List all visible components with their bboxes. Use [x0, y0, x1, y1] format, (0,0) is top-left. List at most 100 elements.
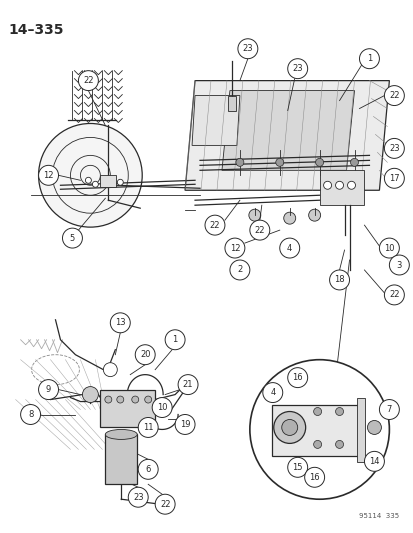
- Circle shape: [287, 59, 307, 79]
- Circle shape: [313, 408, 321, 416]
- Text: 22: 22: [209, 221, 220, 230]
- Text: 11: 11: [142, 423, 153, 432]
- Text: 20: 20: [140, 350, 150, 359]
- Text: 23: 23: [292, 64, 302, 73]
- Circle shape: [335, 181, 343, 189]
- Text: 7: 7: [386, 405, 391, 414]
- Circle shape: [335, 440, 343, 448]
- Circle shape: [131, 396, 138, 403]
- Text: 19: 19: [179, 420, 190, 429]
- Circle shape: [335, 408, 343, 416]
- Circle shape: [262, 383, 282, 402]
- Text: 6: 6: [145, 465, 150, 474]
- Circle shape: [249, 360, 389, 499]
- Circle shape: [283, 212, 295, 224]
- Bar: [228, 95, 235, 110]
- Circle shape: [384, 285, 404, 305]
- Circle shape: [117, 179, 123, 185]
- Circle shape: [235, 158, 243, 166]
- Text: 3: 3: [396, 261, 401, 270]
- Text: 4: 4: [270, 388, 275, 397]
- Circle shape: [21, 405, 40, 424]
- Circle shape: [78, 71, 98, 91]
- Circle shape: [367, 421, 380, 434]
- Circle shape: [204, 215, 224, 235]
- Text: 15: 15: [292, 463, 302, 472]
- Text: 10: 10: [383, 244, 394, 253]
- Text: 4: 4: [286, 244, 292, 253]
- Circle shape: [103, 362, 117, 377]
- Circle shape: [85, 177, 91, 183]
- Text: 5: 5: [70, 233, 75, 243]
- Text: 22: 22: [83, 76, 93, 85]
- Circle shape: [275, 158, 283, 166]
- Circle shape: [323, 181, 331, 189]
- Circle shape: [389, 255, 408, 275]
- Text: 1: 1: [172, 335, 177, 344]
- Circle shape: [279, 238, 299, 258]
- Text: 14–335: 14–335: [9, 23, 64, 37]
- Text: 10: 10: [157, 403, 167, 412]
- Text: 17: 17: [388, 174, 399, 183]
- Circle shape: [313, 440, 321, 448]
- Circle shape: [358, 49, 378, 69]
- Circle shape: [128, 487, 148, 507]
- Circle shape: [155, 494, 175, 514]
- Circle shape: [347, 181, 355, 189]
- Circle shape: [384, 86, 404, 106]
- Circle shape: [135, 345, 155, 365]
- Circle shape: [287, 457, 307, 477]
- Text: 16: 16: [309, 473, 319, 482]
- Circle shape: [237, 39, 257, 59]
- Text: 2: 2: [237, 265, 242, 274]
- Circle shape: [92, 181, 98, 187]
- Text: 23: 23: [388, 144, 399, 153]
- Circle shape: [38, 379, 58, 400]
- Bar: [100, 390, 155, 427]
- Circle shape: [315, 158, 323, 166]
- Circle shape: [38, 124, 142, 227]
- Text: 16: 16: [292, 373, 302, 382]
- Circle shape: [384, 139, 404, 158]
- Ellipse shape: [105, 430, 137, 439]
- Circle shape: [178, 375, 197, 394]
- Circle shape: [82, 386, 98, 402]
- Circle shape: [165, 330, 185, 350]
- Circle shape: [224, 238, 244, 258]
- Circle shape: [145, 396, 151, 403]
- Text: 22: 22: [159, 500, 170, 508]
- Circle shape: [152, 398, 172, 417]
- Text: 18: 18: [333, 276, 344, 285]
- Text: 22: 22: [388, 290, 399, 300]
- Circle shape: [350, 158, 358, 166]
- Text: 12: 12: [43, 171, 54, 180]
- Text: 23: 23: [242, 44, 253, 53]
- Circle shape: [62, 228, 82, 248]
- Text: 12: 12: [229, 244, 240, 253]
- Text: 14: 14: [368, 457, 379, 466]
- Circle shape: [281, 419, 297, 435]
- Circle shape: [229, 260, 249, 280]
- Circle shape: [273, 411, 305, 443]
- Text: 95114  335: 95114 335: [358, 513, 399, 519]
- Circle shape: [110, 313, 130, 333]
- Circle shape: [378, 238, 399, 258]
- Circle shape: [175, 415, 195, 434]
- Text: 13: 13: [115, 318, 125, 327]
- Bar: [271, 405, 361, 456]
- Text: 1: 1: [366, 54, 371, 63]
- Circle shape: [308, 209, 320, 221]
- Circle shape: [287, 368, 307, 387]
- Circle shape: [249, 220, 269, 240]
- Circle shape: [38, 165, 58, 185]
- Circle shape: [138, 417, 158, 438]
- Bar: [100, 175, 116, 187]
- Polygon shape: [192, 95, 239, 146]
- Text: 9: 9: [46, 385, 51, 394]
- Circle shape: [248, 209, 260, 221]
- Bar: [357, 398, 365, 462]
- Circle shape: [304, 467, 324, 487]
- Circle shape: [104, 396, 112, 403]
- Circle shape: [138, 459, 158, 479]
- Circle shape: [378, 400, 399, 419]
